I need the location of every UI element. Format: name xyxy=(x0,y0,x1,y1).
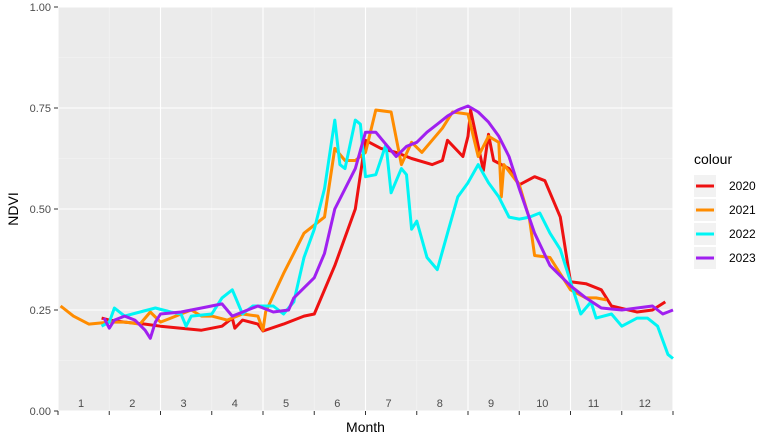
x-axis-title: Month xyxy=(346,419,385,435)
y-tick-label: 0.25 xyxy=(30,305,51,317)
y-tick-label: 1.00 xyxy=(30,2,51,14)
month-label: 8 xyxy=(437,398,443,410)
legend-label-2022: 2022 xyxy=(729,227,756,241)
series-line-2023 xyxy=(102,104,674,340)
month-label: 1 xyxy=(78,398,84,410)
month-label: 5 xyxy=(283,398,289,410)
legend: colour 2020 2021 2022 2023 xyxy=(694,151,756,269)
series-line-2021 xyxy=(59,108,607,332)
month-label: 3 xyxy=(181,398,187,410)
y-axis: 0.00 0.25 0.50 0.75 1.00 xyxy=(30,2,58,418)
month-label: 2 xyxy=(129,398,135,410)
series-line-2020 xyxy=(101,108,667,333)
month-label: 6 xyxy=(334,398,340,410)
month-labels: 1 2 3 4 5 6 7 8 9 10 11 12 xyxy=(78,398,651,410)
x-axis xyxy=(57,411,674,415)
legend-label-2023: 2023 xyxy=(729,251,756,265)
month-label: 4 xyxy=(232,398,238,410)
month-label: 10 xyxy=(536,398,548,410)
y-tick-label: 0.75 xyxy=(30,103,51,115)
series-line-2022 xyxy=(100,118,674,360)
legend-label-2021: 2021 xyxy=(729,203,756,217)
month-label: 12 xyxy=(639,398,651,410)
month-label: 11 xyxy=(588,398,599,410)
legend-label-2020: 2020 xyxy=(729,179,756,193)
y-tick-label: 0.50 xyxy=(30,204,51,216)
y-axis-title: NDVI xyxy=(5,192,21,225)
month-label: 9 xyxy=(488,398,494,410)
legend-title: colour xyxy=(694,151,732,167)
series-layer xyxy=(59,104,674,360)
y-tick-label: 0.00 xyxy=(30,406,51,418)
month-label: 7 xyxy=(386,398,392,410)
